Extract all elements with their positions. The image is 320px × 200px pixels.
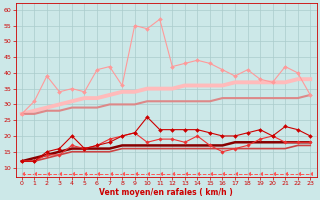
X-axis label: Vent moyen/en rafales ( km/h ): Vent moyen/en rafales ( km/h ) [99,188,233,197]
